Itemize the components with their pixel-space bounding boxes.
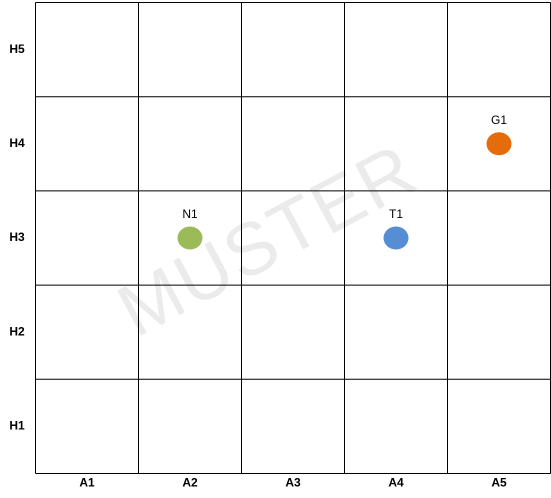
x-tick-label: A1 — [79, 476, 95, 490]
watermark: MUSTER — [104, 127, 429, 353]
point-label: N1 — [182, 207, 198, 221]
x-tick-label: A5 — [491, 476, 507, 490]
y-tick-label: H2 — [9, 324, 25, 338]
y-tick-label: H4 — [9, 136, 25, 150]
x-tick-label: A2 — [182, 476, 198, 490]
point — [486, 132, 512, 156]
y-tick-label: H5 — [9, 42, 25, 56]
y-tick-label: H3 — [9, 230, 25, 244]
point-label: T1 — [389, 207, 403, 221]
x-tick-label: A3 — [285, 476, 301, 490]
y-tick-label: H1 — [9, 419, 25, 433]
point-label: G1 — [491, 113, 507, 127]
point — [177, 226, 203, 250]
x-tick-label: A4 — [388, 476, 404, 490]
point — [383, 226, 409, 250]
